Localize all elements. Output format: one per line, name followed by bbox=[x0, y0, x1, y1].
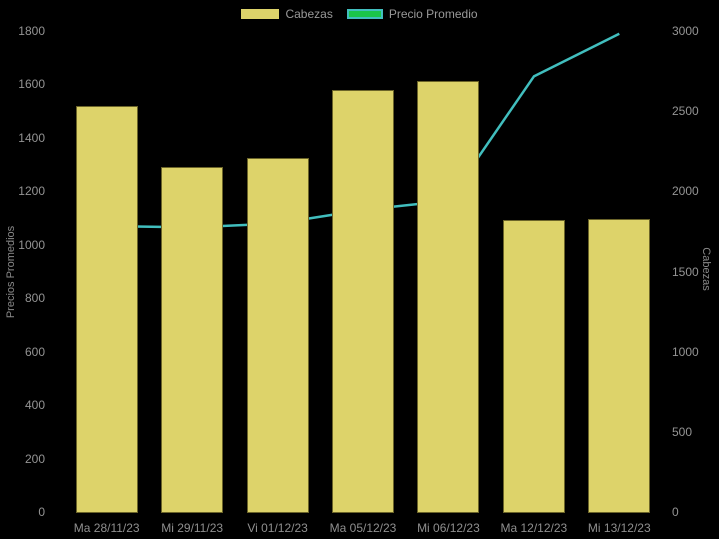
bar-Mi 06/12/23[interactable] bbox=[417, 80, 480, 513]
line-series-swatch-icon bbox=[346, 9, 383, 19]
bar-Vi 01/12/23[interactable] bbox=[246, 157, 309, 513]
bar-Mi 13/12/23[interactable] bbox=[588, 218, 651, 513]
legend-label-precio-promedio: Precio Promedio bbox=[388, 7, 478, 21]
x-axis-tick-label: Mi 29/11/23 bbox=[161, 521, 224, 535]
legend-item-precio-promedio[interactable]: Precio Promedio bbox=[346, 7, 478, 21]
right-axis-tick-label: 2500 bbox=[672, 104, 699, 119]
left-axis-tick-label: 400 bbox=[24, 398, 45, 413]
bar-Mi 29/11/23[interactable] bbox=[161, 167, 224, 513]
left-axis-tick-label: 600 bbox=[24, 344, 45, 359]
right-axis-tick-label: 2000 bbox=[672, 184, 699, 199]
left-axis-tick-label: 800 bbox=[24, 291, 45, 306]
legend-item-cabezas[interactable]: Cabezas bbox=[241, 7, 333, 21]
bar-Ma 12/12/23[interactable] bbox=[502, 220, 565, 513]
x-axis-tick-label: Ma 28/11/23 bbox=[73, 521, 140, 535]
right-axis-tick-label: 1500 bbox=[672, 264, 699, 279]
legend: Cabezas Precio Promedio bbox=[0, 5, 719, 23]
right-axis-tick-label: 500 bbox=[672, 424, 693, 439]
legend-label-cabezas: Cabezas bbox=[285, 7, 333, 21]
left-axis-tick-label: 1600 bbox=[18, 77, 45, 92]
left-axis-tick-label: 1800 bbox=[18, 24, 45, 38]
left-axis-tick-label: 0 bbox=[38, 505, 45, 519]
left-axis-tick-label: 1000 bbox=[18, 237, 45, 252]
x-axis-tick-label: Vi 01/12/23 bbox=[247, 521, 308, 535]
x-axis-tick-label: Mi 06/12/23 bbox=[417, 521, 480, 535]
left-axis-tick-label: 1200 bbox=[18, 184, 45, 199]
bar-Ma 05/12/23[interactable] bbox=[332, 90, 394, 513]
left-axis-tick-label: 1400 bbox=[18, 130, 45, 145]
right-axis-tick-label: 0 bbox=[672, 505, 679, 519]
right-axis-tick-label: 3000 bbox=[672, 24, 699, 38]
left-axis-tick-label: 200 bbox=[24, 451, 45, 466]
right-axis-tick-label: 1000 bbox=[672, 344, 699, 359]
bar-Ma 28/11/23[interactable] bbox=[75, 106, 138, 513]
bar-series-swatch-icon bbox=[241, 9, 280, 19]
x-axis-tick-label: Ma 12/12/23 bbox=[500, 521, 568, 535]
x-axis-tick-label: Ma 05/12/23 bbox=[329, 521, 397, 535]
x-axis-tick-label: Mi 13/12/23 bbox=[587, 521, 651, 535]
